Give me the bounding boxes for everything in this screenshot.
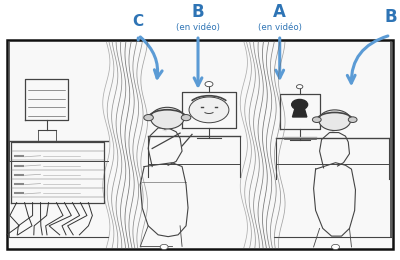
Circle shape <box>205 82 213 87</box>
Circle shape <box>181 114 191 121</box>
Bar <box>7 40 392 249</box>
Circle shape <box>332 244 340 250</box>
Circle shape <box>296 85 303 89</box>
Circle shape <box>189 97 229 123</box>
Text: B: B <box>384 8 397 26</box>
Circle shape <box>160 244 168 250</box>
Text: (en vidéo): (en vidéo) <box>176 23 220 32</box>
Text: C: C <box>133 14 144 29</box>
Text: (en vidéo): (en vidéo) <box>258 23 302 32</box>
Circle shape <box>144 114 153 121</box>
Circle shape <box>348 117 357 122</box>
Circle shape <box>150 107 184 129</box>
Text: B: B <box>192 3 204 21</box>
Polygon shape <box>292 109 307 117</box>
Circle shape <box>312 117 321 122</box>
Circle shape <box>292 100 308 110</box>
Circle shape <box>319 110 351 131</box>
Text: A: A <box>273 3 286 21</box>
